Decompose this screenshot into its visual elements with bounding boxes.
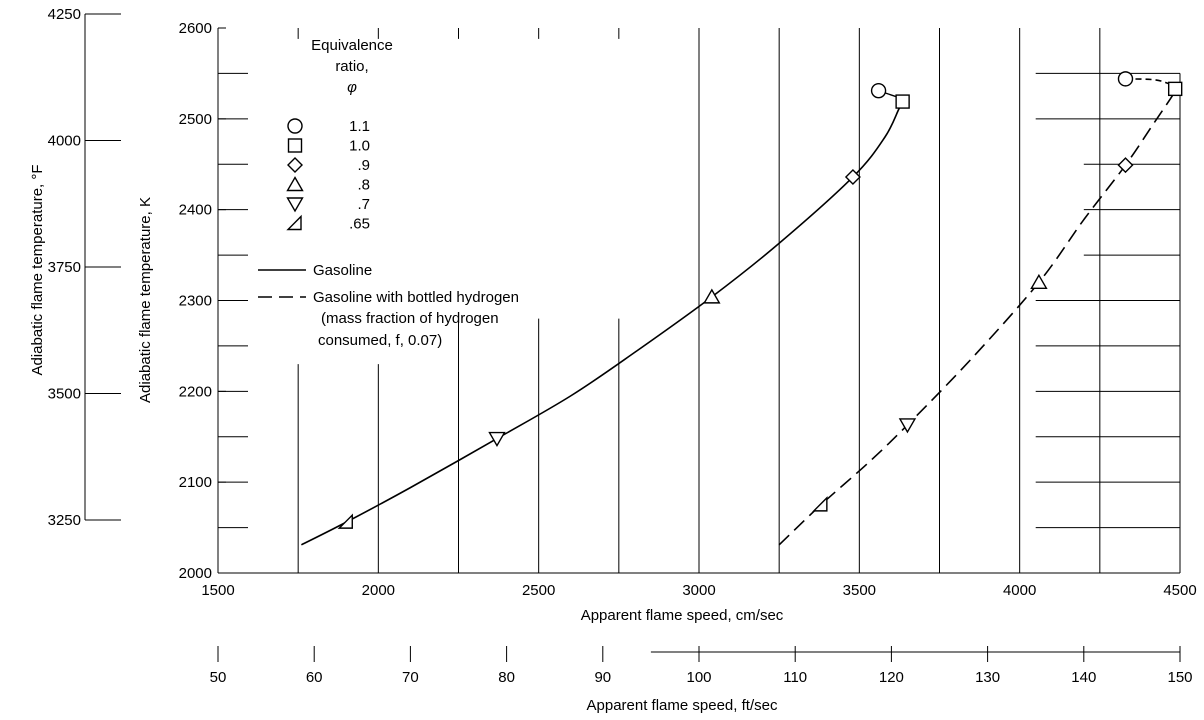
legend-line-label: Gasoline with bottled hydrogen	[313, 289, 519, 306]
secondary-x-tick-label: 80	[498, 669, 515, 686]
data-point-triangle-up	[703, 288, 721, 304]
x-tick-label: 3500	[843, 582, 876, 599]
legend-line-note: consumed, f, 0.07)	[318, 332, 442, 349]
secondary-y-tick-label: 4250	[48, 6, 81, 23]
secondary-y-axis-label: Adiabatic flame temperature, °F	[29, 164, 46, 375]
secondary-x-tick-label: 90	[594, 669, 611, 686]
y-tick-label: 2300	[179, 293, 212, 310]
x-tick-label: 1500	[201, 582, 234, 599]
data-point-circle	[1117, 71, 1134, 87]
legend-marker-circle	[287, 118, 303, 134]
legend: Equivalence ratio, φ 1.1 1.0 .9 .8 .7 .65 Gasolin…	[258, 37, 519, 349]
y-tick-label: 2000	[179, 565, 212, 582]
secondary-x-tick-label: 50	[210, 669, 227, 686]
legend-title: Equivalence	[311, 37, 393, 54]
data-point-triangle-down	[898, 418, 917, 434]
legend-line-label: Gasoline	[313, 262, 372, 279]
x-axis-label: Apparent flame speed, cm/sec	[581, 607, 784, 624]
legend-marker-label: .65	[349, 216, 370, 233]
y-tick-label: 2600	[179, 20, 212, 37]
data-points	[337, 71, 1183, 529]
legend-marker-triangle-flag	[286, 214, 302, 231]
data-point-square	[1167, 81, 1183, 97]
secondary-y-tick-label: 3250	[48, 512, 81, 529]
legend-marker-triangle-down	[286, 197, 304, 213]
legend-title: ratio,	[335, 58, 368, 75]
legend-marker-triangle-up	[286, 176, 304, 192]
data-point-circle	[870, 82, 887, 99]
data-point-diamond	[844, 168, 861, 185]
secondary-x-tick-label: 140	[1071, 669, 1096, 686]
secondary-x-tick-label: 120	[879, 669, 904, 686]
legend-marker-label: 1.0	[349, 138, 370, 155]
legend-title: φ	[347, 79, 357, 96]
legend-marker-label: .9	[357, 157, 370, 174]
x-tick-label: 4000	[1003, 582, 1036, 599]
data-point-diamond	[1117, 157, 1134, 174]
legend-marker-label: .8	[357, 177, 370, 194]
secondary-y-tick-label: 3750	[48, 259, 81, 276]
y-tick-label: 2200	[179, 383, 212, 400]
secondary-x-tick-label: 150	[1167, 669, 1192, 686]
legend-marker-label: 1.1	[349, 118, 370, 135]
y-tick-label: 2500	[179, 111, 212, 128]
x-tick-label: 2000	[362, 582, 395, 599]
series-line-hydrogen	[778, 87, 1178, 546]
legend-marker-square	[287, 138, 303, 153]
y-tick-label: 2100	[179, 474, 212, 491]
x-tick-label: 2500	[522, 582, 555, 599]
secondary-y-tick-label: 4000	[48, 133, 81, 150]
secondary-x-tick-label: 70	[402, 669, 419, 686]
data-point-triangle-flag	[337, 513, 353, 529]
legend-marker-label: .7	[357, 196, 370, 213]
x-tick-label: 3000	[682, 582, 715, 599]
secondary-x-tick-label: 110	[783, 669, 807, 686]
data-point-triangle-flag	[812, 496, 828, 512]
secondary-x-tick-label: 100	[686, 669, 711, 686]
data-point-triangle-up	[1030, 273, 1048, 290]
data-point-triangle-down	[488, 431, 506, 447]
secondary-x-axis-label: Apparent flame speed, ft/sec	[587, 697, 778, 714]
legend-marker-diamond	[287, 157, 303, 173]
secondary-y-tick-label: 3500	[48, 386, 81, 403]
secondary-x-tick-label: 130	[975, 669, 1000, 686]
secondary-x-tick-label: 60	[306, 669, 323, 686]
legend-line-note: (mass fraction of hydrogen	[321, 310, 499, 327]
y-axis-label: Adiabatic flame temperature, K	[137, 197, 154, 403]
y-tick-label: 2400	[179, 202, 212, 219]
data-point-square	[895, 94, 910, 109]
series-line-gasoline	[301, 101, 905, 546]
x-tick-label: 4500	[1163, 582, 1196, 599]
